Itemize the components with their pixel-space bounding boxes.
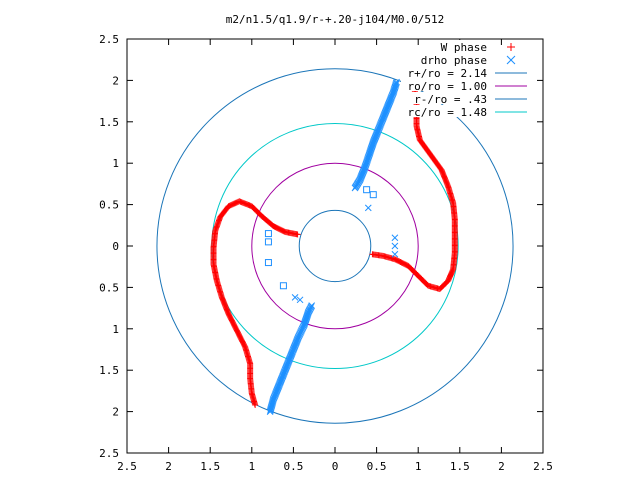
- y-tick-label: 2.5: [99, 33, 119, 46]
- circle-r-1: [251, 162, 419, 330]
- x-tick-label: 0.5: [367, 460, 387, 473]
- y-tick-label: 1.5: [99, 116, 119, 129]
- x-tick-label: 1: [415, 460, 422, 473]
- point-cross: [364, 204, 372, 212]
- legend-marker: [507, 43, 515, 51]
- y-tick-label: 2: [112, 406, 119, 419]
- circle-r-0_43: [298, 209, 372, 283]
- circle-r-1_48: [211, 122, 459, 370]
- y-tick-label: 0.5: [99, 281, 119, 294]
- y-tick-label: 1: [112, 323, 119, 336]
- point-cross: [390, 88, 397, 95]
- y-tick-label: 1.5: [99, 364, 119, 377]
- point-cross: [391, 250, 399, 258]
- point-cross: [308, 302, 316, 309]
- point-cross: [391, 234, 399, 242]
- point-cross: [351, 184, 359, 192]
- legend-marker: [506, 55, 516, 65]
- legend-bg: [401, 79, 489, 91]
- circle-r-2_14: [156, 68, 514, 424]
- reference-circles: [156, 68, 514, 424]
- x-tick-label: 1: [248, 460, 255, 473]
- legend-bg: [415, 53, 489, 65]
- y-tick-label: 0.5: [99, 199, 119, 212]
- y-tick-label: 2.5: [99, 447, 119, 460]
- legend-bg: [401, 105, 489, 117]
- x-tick-label: 1.5: [450, 460, 470, 473]
- point-square: [279, 282, 287, 290]
- y-tick-label: 1: [112, 157, 119, 170]
- legend-label: drho phase: [421, 54, 487, 67]
- x-tick-label: 2.5: [117, 460, 137, 473]
- y-tick-label: 0: [112, 240, 119, 253]
- point-plus: [369, 251, 376, 258]
- point-square: [369, 191, 377, 199]
- point-square: [264, 238, 272, 246]
- x-tick-label: 0.5: [283, 460, 303, 473]
- point-plus: [294, 231, 301, 238]
- point-square: [264, 259, 272, 267]
- legend-bg: [408, 92, 489, 104]
- axis-ticks: 2.5 2 1.5 1 0.5 0 0.5 1 1.5 2 2.52.521.510.500.511…: [99, 33, 553, 473]
- legend-label: r-/ro = .43: [414, 93, 487, 106]
- point-square: [264, 230, 272, 238]
- point-cross: [390, 87, 398, 94]
- point-square: [363, 186, 371, 194]
- x-tick-label: 1.5: [200, 460, 220, 473]
- point-cross: [304, 310, 312, 317]
- x-tick-label: 2: [498, 460, 505, 473]
- data-points: [210, 78, 458, 415]
- legend-label: ro/ro = 1.00: [408, 80, 487, 93]
- point-cross: [296, 296, 304, 304]
- x-tick-label: 2.5: [533, 460, 553, 473]
- legend-label: rc/ro = 1.48: [408, 106, 487, 119]
- legend-bg: [401, 66, 489, 78]
- point-cross: [291, 293, 299, 301]
- point-cross: [391, 242, 399, 250]
- legend-label: W phase: [441, 41, 487, 54]
- legend-bg: [436, 40, 489, 52]
- x-tick-label: 0: [332, 460, 339, 473]
- y-tick-label: 2: [112, 74, 119, 87]
- x-tick-label: 2: [165, 460, 172, 473]
- chart-title: m2/n1.5/q1.9/r-+.20-j104/M0.0/512: [226, 13, 445, 26]
- legend-label: r+/ro = 2.14: [408, 67, 488, 80]
